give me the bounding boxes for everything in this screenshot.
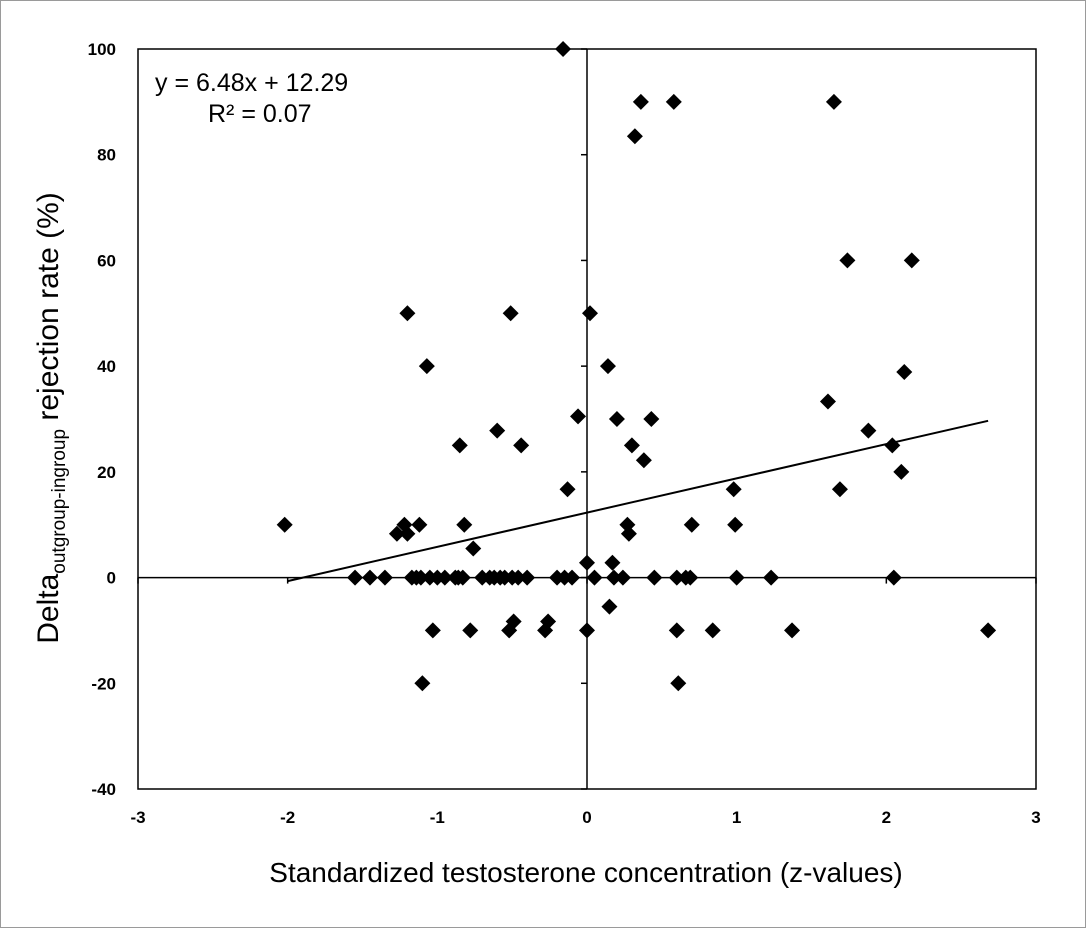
data-point xyxy=(599,358,616,375)
y-axis-ticks: -40 -20 0 20 40 60 80 100 xyxy=(88,40,587,799)
data-point xyxy=(728,569,745,586)
data-point xyxy=(399,305,416,322)
data-point xyxy=(451,437,468,454)
y-tick-label: 40 xyxy=(97,357,116,376)
data-point xyxy=(725,481,742,498)
data-point xyxy=(668,569,685,586)
y-tick-label: 80 xyxy=(97,146,116,165)
data-point xyxy=(893,463,910,480)
data-point xyxy=(454,569,471,586)
data-point xyxy=(860,422,877,439)
data-point xyxy=(605,569,622,586)
data-point xyxy=(436,569,453,586)
y-tick-label: 0 xyxy=(107,569,116,588)
data-point xyxy=(388,525,405,542)
data-point xyxy=(632,93,649,110)
data-point xyxy=(540,613,557,630)
x-tick-label: -2 xyxy=(280,808,295,827)
data-point xyxy=(825,93,842,110)
regression-equation: y = 6.48x + 12.29 xyxy=(155,69,348,97)
data-point xyxy=(601,598,618,615)
data-point xyxy=(559,481,576,498)
data-point xyxy=(579,554,595,571)
data-point xyxy=(784,622,801,639)
x-tick-label: -3 xyxy=(130,808,145,827)
data-point xyxy=(570,408,587,425)
x-tick-label: 3 xyxy=(1031,808,1040,827)
data-point xyxy=(361,569,378,586)
data-point xyxy=(489,422,506,439)
data-points xyxy=(276,41,997,692)
data-point xyxy=(665,93,682,110)
data-point xyxy=(456,516,473,533)
data-point xyxy=(980,622,997,639)
x-axis-ticks: -3 -2 -1 0 1 2 3 xyxy=(130,577,1041,827)
data-point xyxy=(682,569,699,586)
data-point xyxy=(763,569,780,586)
data-point xyxy=(586,569,603,586)
data-point xyxy=(668,622,685,639)
data-point xyxy=(414,675,431,692)
y-axis-label: Deltaoutgroup-ingroup rejection rate (%) xyxy=(32,192,70,644)
data-point xyxy=(643,411,660,427)
data-point xyxy=(376,569,393,586)
data-point xyxy=(903,252,920,269)
data-point xyxy=(839,252,856,269)
data-point xyxy=(411,516,428,533)
x-tick-label: 1 xyxy=(732,808,741,827)
data-point xyxy=(670,675,687,692)
y-tick-label: -40 xyxy=(91,780,116,799)
data-point xyxy=(510,569,527,586)
x-tick-label: 0 xyxy=(582,808,591,827)
data-point xyxy=(626,128,643,145)
r-squared-label: R² = 0.07 xyxy=(208,100,312,128)
y-axis-label-main: Delta xyxy=(32,573,65,643)
data-point xyxy=(884,437,901,454)
data-point xyxy=(608,411,625,427)
y-axis-label-subscript: outgroup-ingroup xyxy=(49,429,70,574)
data-point xyxy=(399,525,416,542)
data-point xyxy=(896,363,913,380)
data-point xyxy=(505,613,522,630)
data-point xyxy=(519,569,536,586)
data-point xyxy=(276,516,293,533)
data-point xyxy=(683,516,700,533)
data-point xyxy=(424,622,441,639)
data-point xyxy=(465,540,482,557)
data-point xyxy=(620,525,637,542)
x-axis-label: Standardized testosterone concentration … xyxy=(269,857,902,888)
data-point xyxy=(418,358,435,375)
data-point xyxy=(831,481,848,498)
y-tick-label: -20 xyxy=(91,674,116,693)
data-point xyxy=(502,305,519,322)
data-point xyxy=(412,569,429,586)
x-tick-label: 2 xyxy=(882,808,891,827)
data-point xyxy=(819,393,836,410)
data-point xyxy=(727,516,744,533)
y-axis-label-rest: rejection rate (%) xyxy=(32,192,65,429)
y-tick-label: 60 xyxy=(97,251,116,270)
data-point xyxy=(581,305,598,322)
data-point xyxy=(513,437,530,454)
data-point xyxy=(646,569,663,586)
data-point xyxy=(614,569,631,586)
data-point xyxy=(604,554,621,571)
data-point xyxy=(704,622,721,639)
data-point xyxy=(555,41,572,57)
data-point xyxy=(347,569,364,586)
data-point xyxy=(635,452,652,469)
y-tick-label: 20 xyxy=(97,463,116,482)
data-point xyxy=(564,569,581,586)
y-tick-label: 100 xyxy=(88,40,116,59)
x-tick-label: -1 xyxy=(430,808,445,827)
trendline xyxy=(287,419,989,583)
data-point xyxy=(579,622,595,639)
data-point xyxy=(885,569,902,586)
data-point xyxy=(462,622,479,639)
data-point xyxy=(623,437,640,454)
